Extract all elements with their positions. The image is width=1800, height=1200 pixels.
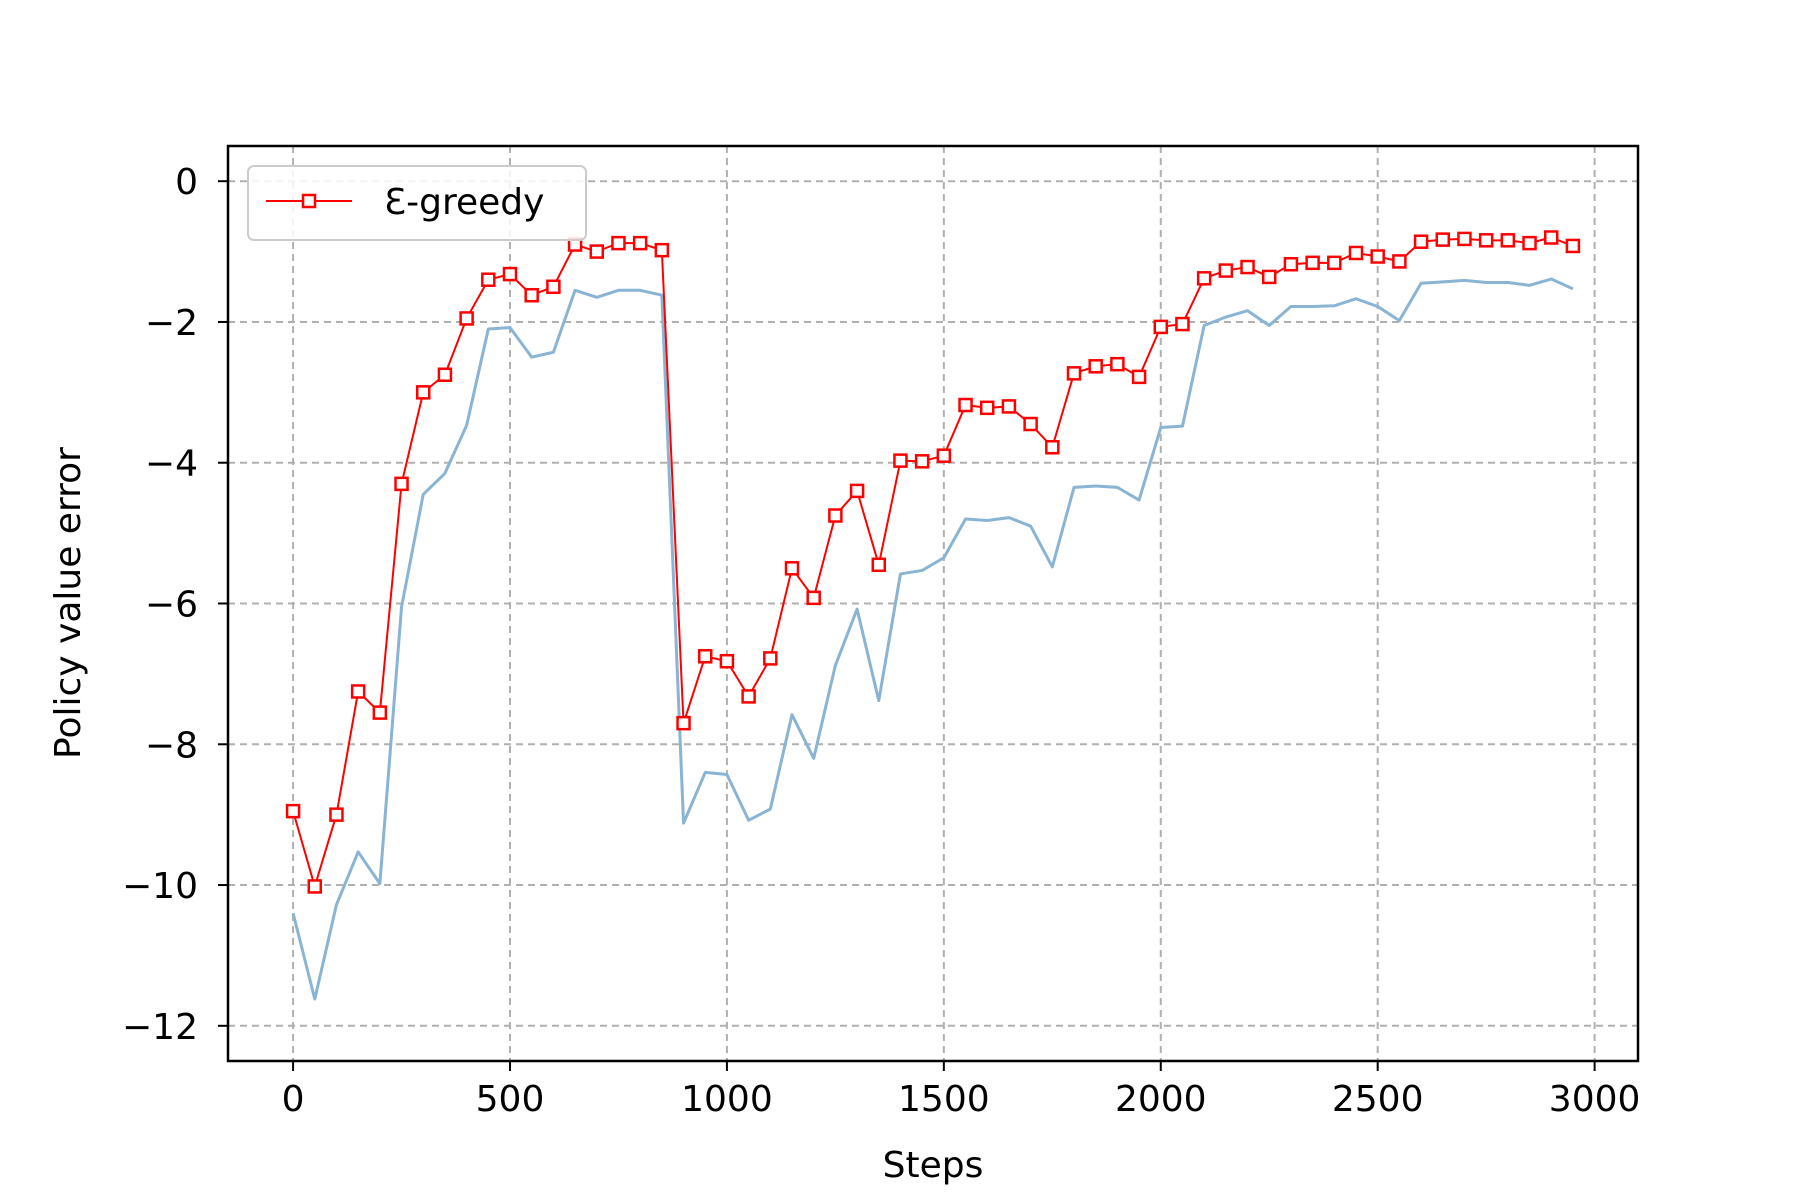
greedy-data-point bbox=[1457, 231, 1472, 247]
greedy-data-point bbox=[1370, 249, 1385, 264]
greedy-data-point bbox=[784, 561, 800, 576]
greedy-data-point bbox=[307, 879, 323, 894]
greedy-data-point bbox=[979, 400, 995, 416]
greedy-data-point bbox=[350, 684, 366, 699]
y-tick-label: −12 bbox=[122, 1007, 198, 1048]
x-tick-label: 1500 bbox=[898, 1079, 990, 1120]
greedy-data-point bbox=[1196, 271, 1212, 286]
greedy-data-point bbox=[1131, 369, 1147, 385]
x-tick-label: 500 bbox=[476, 1079, 545, 1120]
greedy-data-point bbox=[1175, 316, 1190, 332]
greedy-data-point bbox=[1153, 319, 1169, 335]
greedy-data-point bbox=[1543, 230, 1559, 245]
greedy-data-point bbox=[849, 483, 865, 499]
y-tick-label: −2 bbox=[145, 303, 198, 344]
greedy-data-point bbox=[1240, 259, 1255, 275]
legend-box bbox=[247, 165, 587, 241]
greedy-data-point bbox=[914, 454, 930, 469]
greedy-data-point bbox=[719, 653, 735, 669]
y-tick-label: −10 bbox=[122, 866, 198, 907]
greedy-data-point bbox=[459, 311, 474, 326]
greedy-data-point bbox=[1348, 245, 1364, 261]
greedy-data-point bbox=[1565, 238, 1581, 254]
greedy-data-point bbox=[806, 590, 821, 606]
greedy-data-point bbox=[524, 287, 539, 303]
greedy-data-point bbox=[502, 266, 518, 282]
greedy-data-point bbox=[1283, 257, 1299, 272]
greedy-data-point bbox=[394, 476, 409, 492]
greedy-data-point bbox=[1500, 233, 1516, 248]
greedy-data-point bbox=[1392, 254, 1407, 269]
greedy-data-point bbox=[871, 557, 887, 573]
greedy-data-point bbox=[1435, 232, 1451, 247]
greedy-data-point bbox=[1088, 359, 1103, 374]
greedy-data-point bbox=[632, 235, 648, 251]
greedy-data-point bbox=[1413, 234, 1429, 249]
greedy-data-point bbox=[415, 385, 431, 400]
y-tick-label: −6 bbox=[145, 585, 198, 626]
y-tick-label: −4 bbox=[145, 444, 198, 485]
greedy-data-point bbox=[1327, 255, 1342, 271]
greedy-data-point bbox=[1261, 269, 1277, 285]
series-layer bbox=[285, 230, 1581, 1001]
baseline-series-line bbox=[291, 277, 1574, 1001]
x-tick-label: 2500 bbox=[1332, 1079, 1424, 1120]
greedy-data-point bbox=[958, 397, 973, 413]
greedy-data-point bbox=[372, 705, 388, 720]
legend-label: Ɛ-greedy bbox=[384, 182, 544, 223]
greedy-data-point bbox=[936, 448, 952, 463]
greedy-data-point bbox=[1001, 399, 1017, 414]
axis-ticks: 0 500 1000 1500 2000 2500 3000 0 −2 −4 −6 −8 −10 −12 bbox=[122, 162, 1640, 1120]
greedy-data-point bbox=[481, 272, 496, 287]
greedy-data-point bbox=[1218, 263, 1234, 278]
greedy-data-point bbox=[546, 279, 561, 295]
legend: Ɛ-greedy bbox=[247, 165, 587, 241]
greedy-data-point bbox=[828, 508, 843, 523]
greedy-data-point bbox=[1522, 235, 1537, 251]
y-axis-label: Policy value error bbox=[48, 447, 89, 759]
x-axis-label: Steps bbox=[883, 1145, 984, 1186]
greedy-data-point bbox=[437, 367, 453, 382]
greedy-data-point bbox=[611, 235, 626, 251]
greedy-data-point bbox=[1066, 366, 1082, 381]
legend-marker-sample bbox=[301, 193, 317, 209]
greedy-data-point bbox=[741, 689, 756, 704]
x-tick-label: 3000 bbox=[1549, 1079, 1641, 1120]
x-tick-label: 0 bbox=[282, 1079, 305, 1120]
greedy-data-point bbox=[654, 242, 670, 258]
greedy-data-point bbox=[589, 244, 605, 259]
greedy-data-point bbox=[1478, 233, 1494, 248]
x-tick-label: 1000 bbox=[681, 1079, 773, 1120]
greedy-data-point bbox=[1110, 356, 1125, 372]
greedy-data-point bbox=[697, 649, 713, 664]
greedy-data-point bbox=[1023, 416, 1038, 432]
greedy-data-point bbox=[329, 807, 344, 822]
greedy-data-point bbox=[285, 803, 301, 819]
greedy-data-point bbox=[676, 715, 691, 731]
greedy-data-point bbox=[1045, 440, 1060, 455]
y-tick-label: −8 bbox=[145, 725, 198, 766]
x-tick-label: 2000 bbox=[1115, 1079, 1207, 1120]
greedy-data-point bbox=[1305, 255, 1320, 271]
y-tick-label: 0 bbox=[175, 162, 198, 203]
greedy-data-point bbox=[893, 453, 908, 468]
greedy-data-point bbox=[763, 651, 778, 666]
